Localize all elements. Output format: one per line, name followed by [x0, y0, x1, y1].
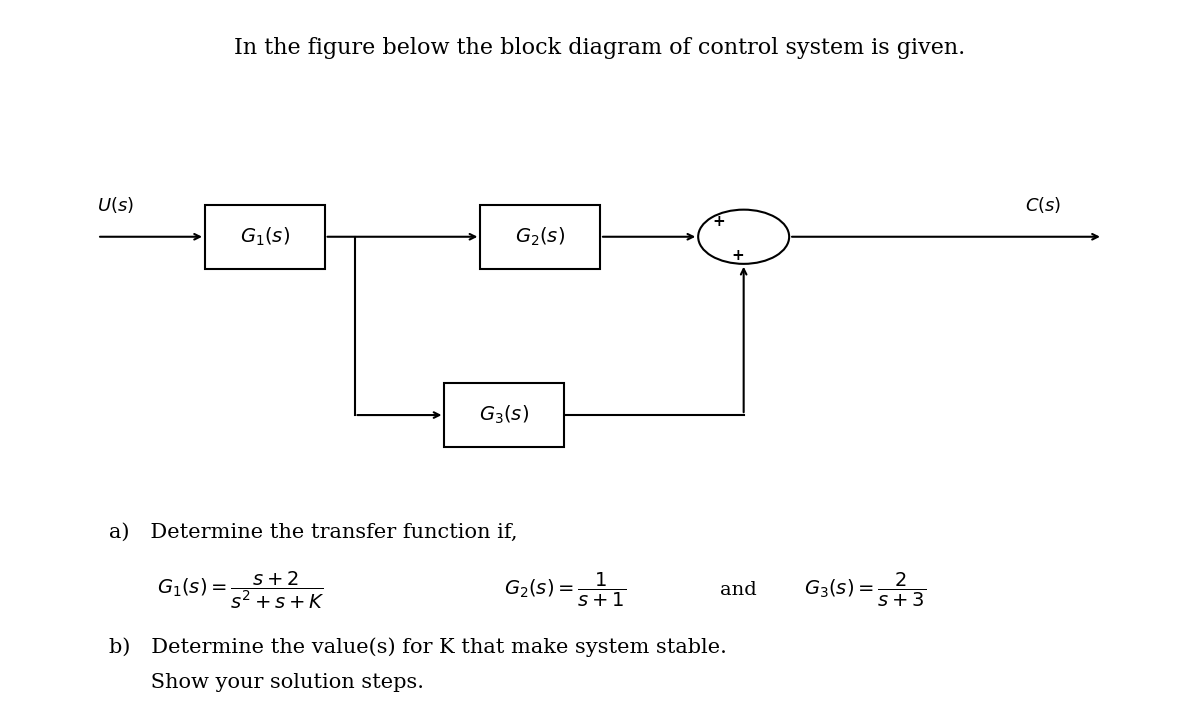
Text: and: and [720, 581, 756, 599]
Text: $G_3(s)$: $G_3(s)$ [479, 404, 529, 426]
Text: $U(s)$: $U(s)$ [97, 195, 133, 216]
Text: $G_2(s)$: $G_2(s)$ [515, 226, 565, 248]
Text: $G_2(s) = \dfrac{1}{s+1}$: $G_2(s) = \dfrac{1}{s+1}$ [504, 571, 626, 609]
Text: $G_3(s) = \dfrac{2}{s+3}$: $G_3(s) = \dfrac{2}{s+3}$ [804, 571, 925, 609]
Text: $G_1(s) = \dfrac{s+2}{s^2+s+K}$: $G_1(s) = \dfrac{s+2}{s^2+s+K}$ [157, 569, 325, 611]
FancyBboxPatch shape [480, 205, 600, 268]
Text: b) Determine the value(s) for K that make system stable.: b) Determine the value(s) for K that mak… [109, 637, 727, 657]
Text: $G_1(s)$: $G_1(s)$ [240, 226, 290, 248]
Text: +: + [731, 248, 744, 263]
Text: In the figure below the block diagram of control system is given.: In the figure below the block diagram of… [234, 37, 966, 59]
FancyBboxPatch shape [444, 383, 564, 448]
Text: +: + [713, 214, 725, 229]
FancyBboxPatch shape [205, 205, 325, 268]
Text: a) Determine the transfer function if,: a) Determine the transfer function if, [109, 523, 517, 542]
Text: Show your solution steps.: Show your solution steps. [109, 673, 424, 692]
Text: $C(s)$: $C(s)$ [1025, 195, 1061, 216]
